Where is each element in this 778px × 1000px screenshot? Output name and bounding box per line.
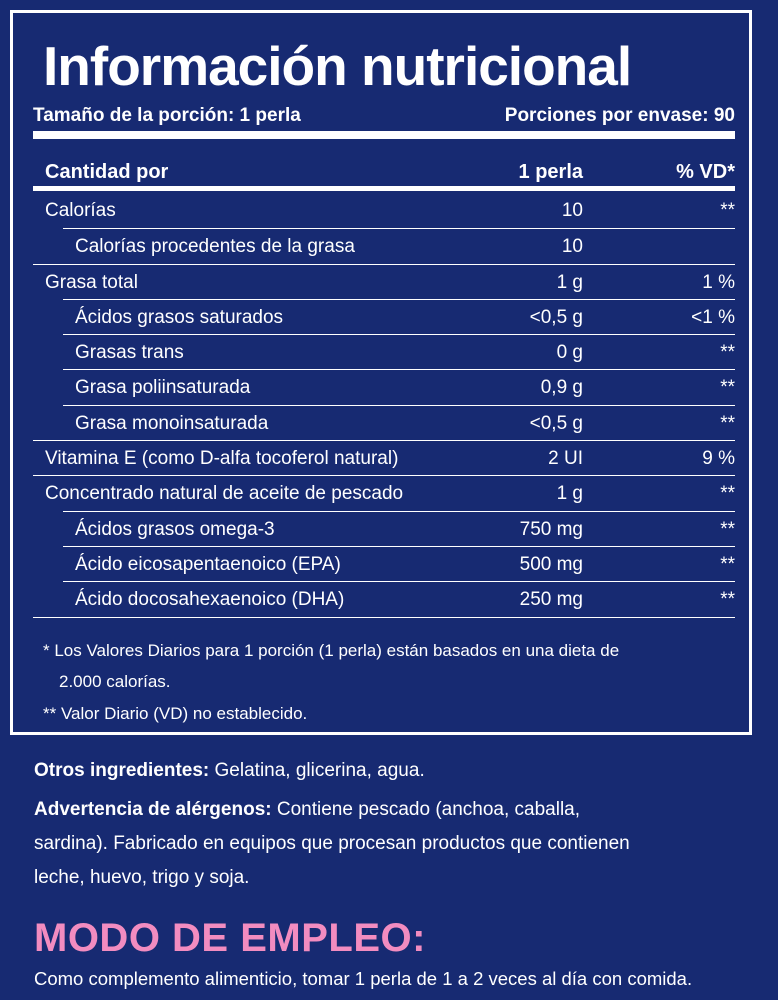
daily-value: ** [720,200,735,221]
daily-value: ** [720,553,735,575]
nutrition-box: Información nutricional Tamaño de la por… [10,10,752,735]
nutrient-row: Ácido docosahexaenoico (DHA) 250 mg ** [63,581,735,616]
footnote: * Los Valores Diarios para 1 porción (1 … [43,635,633,697]
daily-value: ** [720,483,735,505]
header-cell: 1 perla [518,161,583,183]
footnote: ** Valor Diario (VD) no establecido. [43,704,308,723]
nutrient-row: Ácidos grasos saturados <0,5 g <1 % [63,298,735,334]
nutrient-name: Grasa monoinsaturada [75,412,269,434]
nutrient-table: Calorías 10 ** Calorías procedentes de la g… [33,193,735,618]
amount: 10 [561,200,583,221]
nutrient-row: Calorías 10 ** [33,193,735,228]
amount: 250 mg [519,589,583,611]
daily-value: <1 % [691,306,735,328]
nutrient-row: Concentrado natural de aceite de pescado… [33,475,735,510]
label: Otros ingredientes: [34,760,210,781]
nutrient-name: Grasa total [45,271,138,293]
nutrient-row: Ácido eicosapentaenoico (EPA) 500 mg ** [63,545,735,581]
nutrient-name: Calorías [45,200,116,221]
nutrient-name: Concentrado natural de aceite de pescado [45,483,404,505]
nutrient-name: Ácido docosahexaenoico (DHA) [75,589,345,611]
nutrient-name: Ácido eicosapentaenoico (EPA) [75,553,341,575]
amount: 10 [561,236,583,258]
nutrient-name: Grasas trans [75,342,184,364]
daily-value: ** [720,589,735,611]
label: Advertencia de alérgenos: [34,799,272,820]
header-cell: % VD* [676,161,735,183]
nutrient-name: Grasa poliinsaturada [75,377,251,399]
serving-size: Tamaño de la porción: 1 perla [33,105,301,126]
daily-value: ** [720,412,735,434]
other-ingredients: Otros ingredientes: Gelatina, glicerina,… [34,754,754,788]
header-cell: Cantidad por [45,161,169,183]
nutrient-name: Ácidos grasos saturados [75,306,284,328]
amount: 0,9 g [540,377,583,399]
text: Contiene pescado (anchoa, caballa, sardi… [34,799,630,888]
amount: <0,5 g [529,412,583,434]
nutrient-name: Calorías procedentes de la grasa [75,236,355,258]
nutrient-row: Grasa total 1 g 1 % [33,263,735,299]
servings-per-container: Porciones por envase: 90 [504,105,735,126]
amount: 500 mg [519,553,583,575]
nutrient-name: Vitamina E (como D-alfa tocoferol natura… [45,448,399,470]
nutrient-row: Grasas trans 0 g ** [63,334,735,369]
daily-value: 9 % [702,448,735,470]
amount: <0,5 g [529,306,583,328]
nutrient-row: Grasa monoinsaturada <0,5 g ** [63,404,735,440]
daily-value: ** [720,377,735,399]
text: Gelatina, glicerina, agua. [214,760,425,781]
nutrient-name: Ácidos grasos omega-3 [75,518,275,540]
divider [33,131,735,139]
allergen-warning: Advertencia de alérgenos: Contiene pesca… [34,793,654,895]
daily-value: ** [720,342,735,364]
amount: 1 g [556,483,583,505]
directions-heading: MODO DE EMPLEO: [34,916,426,960]
nutrient-row: Ácidos grasos omega-3 750 mg ** [63,510,735,546]
daily-value: 1 % [702,271,735,293]
footnote-text: * Los Valores Diarios para 1 porción (1 … [43,641,620,691]
amount: 0 g [556,342,583,364]
title: Información nutricional [43,35,632,97]
amount: 750 mg [519,518,583,540]
nutrient-row: Vitamina E (como D-alfa tocoferol natura… [33,440,735,475]
divider [33,186,735,191]
directions-text: Como complemento alimenticio, tomar 1 pe… [34,968,693,989]
nutrient-row: Calorías procedentes de la grasa 10 [63,228,735,263]
nutrient-row: Grasa poliinsaturada 0,9 g ** [63,369,735,404]
daily-value: ** [720,518,735,540]
amount: 1 g [556,271,583,293]
amount: 2 UI [548,448,583,470]
